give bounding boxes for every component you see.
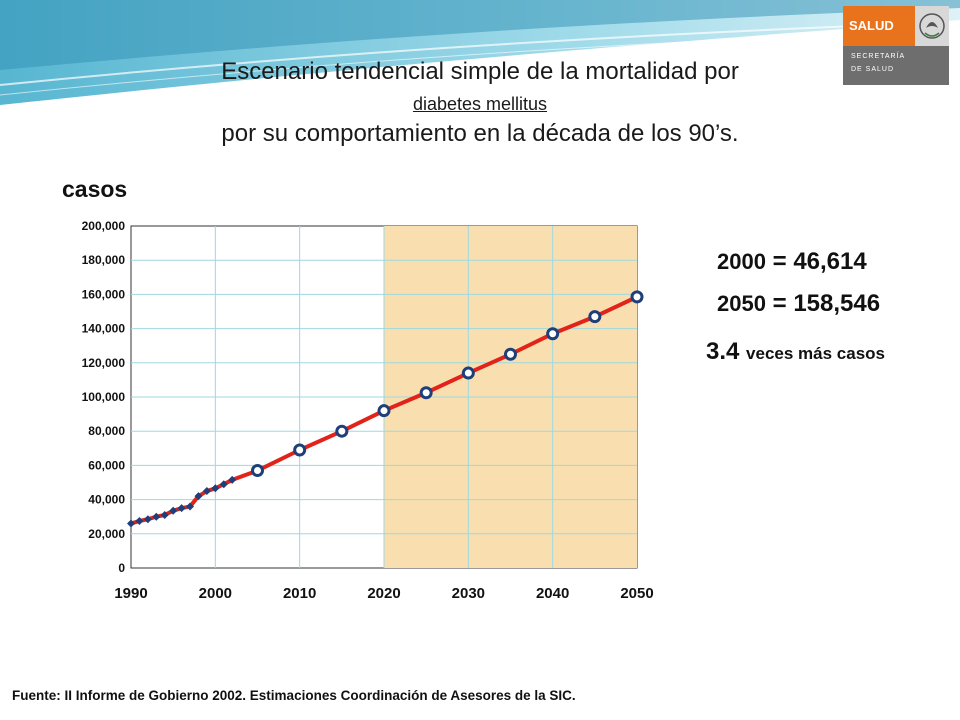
stat-2050-equals: =	[772, 290, 787, 317]
diamond-data-point	[135, 516, 144, 525]
circle-data-point	[461, 366, 475, 380]
diamond-data-point	[202, 487, 211, 496]
stat-ratio: 3.4 veces más casos	[706, 338, 885, 366]
eagle-emblem-icon	[915, 6, 949, 46]
stat-2000: 2000 = 46,614	[717, 248, 867, 276]
stat-2050-year: 2050	[717, 291, 766, 316]
y-tick-label: 20,000	[88, 527, 125, 541]
x-tick-label: 1990	[114, 585, 147, 602]
y-tick-label: 40,000	[88, 493, 125, 507]
y-tick-labels: 0 20,000 40,000 60,000 80,000 100,000 120,000 1…	[82, 219, 126, 575]
logo-text-de-salud: DE SALUD	[851, 66, 895, 73]
stat-ratio-value: 3.4	[706, 338, 740, 365]
circle-data-point	[377, 404, 391, 418]
diamond-data-point	[169, 506, 178, 515]
x-tick-label: 2050	[620, 585, 653, 602]
y-tick-label: 0	[118, 561, 125, 575]
stat-2000-year: 2000	[717, 249, 766, 274]
diamond-data-point	[152, 512, 161, 521]
y-tick-label: 200,000	[82, 219, 126, 233]
diamond-data-point	[186, 502, 195, 511]
diamond-data-point	[143, 515, 152, 524]
y-tick-label: 60,000	[88, 458, 125, 472]
stat-2050: 2050 = 158,546	[717, 290, 880, 318]
stat-2000-value: 46,614	[793, 248, 867, 275]
logo-brand: SALUD	[843, 6, 915, 46]
circle-data-point	[588, 310, 602, 324]
diamond-data-point	[177, 504, 186, 513]
y-tick-label: 80,000	[88, 424, 125, 438]
x-tick-label: 2040	[536, 585, 569, 602]
diamond-data-point	[194, 492, 203, 501]
x-tick-labels: 1990 2000 2010 2020 2030 2040 2050	[114, 585, 653, 602]
circle-data-point	[335, 424, 349, 438]
x-tick-label: 2020	[367, 585, 400, 602]
circle-data-point	[251, 464, 264, 478]
stat-ratio-text: veces más casos	[746, 344, 885, 363]
y-tick-label: 100,000	[82, 390, 126, 404]
diamond-data-point	[211, 484, 220, 493]
circle-data-point	[419, 386, 433, 400]
x-tick-label: 2010	[283, 585, 316, 602]
y-tick-label: 140,000	[82, 322, 126, 336]
circle-data-point	[546, 327, 560, 341]
y-tick-label: 160,000	[82, 287, 126, 301]
diamond-data-point	[228, 475, 237, 484]
diamond-data-point	[219, 480, 228, 489]
circle-data-point	[504, 347, 517, 361]
circle-data-point	[293, 443, 307, 457]
background-waves	[0, 0, 960, 105]
series-markers	[127, 290, 644, 528]
chart-title-line1: Escenario tendencial simple de la mortal…	[221, 58, 739, 85]
stat-2000-equals: =	[772, 248, 787, 275]
x-tick-label: 2000	[199, 585, 232, 602]
chart-title-line3: por su comportamiento en la década de lo…	[221, 120, 739, 147]
grid-lines	[131, 226, 637, 568]
x-tick-label: 2030	[452, 585, 485, 602]
diamond-data-point	[160, 510, 169, 519]
diamond-data-point	[127, 519, 135, 528]
chart-title-line2: diabetes mellitus	[412, 94, 548, 114]
salud-logo: SALUD SECRETARÍA DE SALUD	[843, 6, 949, 85]
y-axis-label: casos	[62, 176, 128, 202]
y-tick-label: 120,000	[82, 356, 126, 370]
source-note: Fuente: II Informe de Gobierno 2002. Est…	[12, 688, 576, 703]
stat-2050-value: 158,546	[793, 290, 881, 317]
circle-data-point	[630, 290, 644, 304]
y-tick-label: 180,000	[82, 253, 126, 267]
logo-text-secretaria: SECRETARÍA	[851, 53, 906, 60]
